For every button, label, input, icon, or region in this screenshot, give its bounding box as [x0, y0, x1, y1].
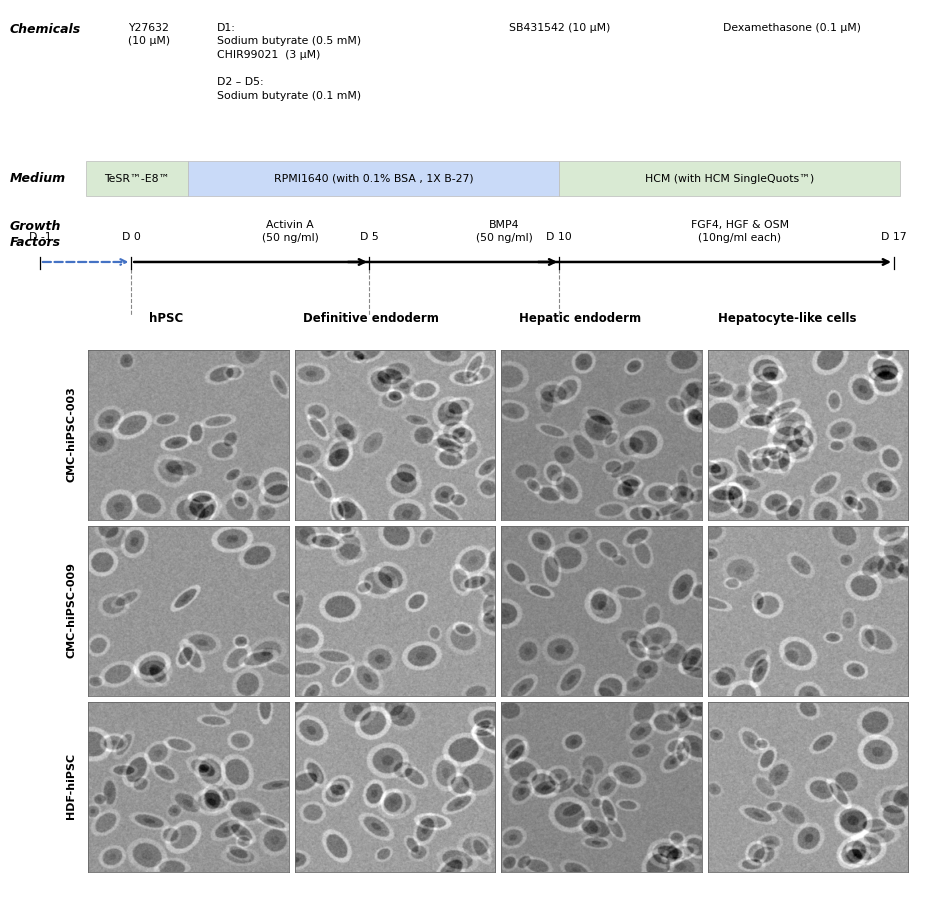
Text: HDF-hiPSC: HDF-hiPSC — [67, 753, 76, 819]
Text: BMP4
(50 ng/ml): BMP4 (50 ng/ml) — [476, 220, 533, 243]
Text: TeSR™-E8™: TeSR™-E8™ — [105, 174, 169, 183]
Text: CMC-hiPSC-009: CMC-hiPSC-009 — [67, 562, 76, 658]
Bar — [86, 161, 188, 196]
Text: Growth
Factors: Growth Factors — [10, 220, 61, 249]
Text: SB431542 (10 μM): SB431542 (10 μM) — [509, 23, 611, 33]
Text: Definitive endoderm: Definitive endoderm — [303, 312, 438, 325]
Text: D1:
Sodium butyrate (0.5 mM)
CHIR99021  (3 μM)

D2 – D5:
Sodium butyrate (0.1 mM: D1: Sodium butyrate (0.5 mM) CHIR99021 (… — [217, 23, 361, 101]
Text: D 10: D 10 — [546, 232, 573, 242]
Text: Chemicals: Chemicals — [10, 23, 81, 36]
Text: Hepatic endoderm: Hepatic endoderm — [519, 312, 641, 325]
Text: Medium: Medium — [10, 172, 66, 185]
Text: CMC-hiPSC-003: CMC-hiPSC-003 — [67, 387, 76, 482]
Text: D 5: D 5 — [359, 232, 378, 242]
Text: Y27632
(10 μM): Y27632 (10 μM) — [128, 23, 170, 47]
Text: Activin A
(50 ng/ml): Activin A (50 ng/ml) — [262, 220, 319, 243]
Text: Dexamethasone (0.1 μM): Dexamethasone (0.1 μM) — [723, 23, 861, 33]
Text: HCM (with HCM SingleQuots™): HCM (with HCM SingleQuots™) — [645, 174, 814, 183]
Text: Hepatocyte-like cells: Hepatocyte-like cells — [718, 312, 857, 325]
Text: RPMI1640 (with 0.1% BSA , 1X B-27): RPMI1640 (with 0.1% BSA , 1X B-27) — [274, 174, 474, 183]
Text: D 17: D 17 — [882, 232, 906, 242]
Bar — [559, 161, 900, 196]
Text: hPSC: hPSC — [149, 312, 184, 325]
Text: D -1: D -1 — [29, 232, 51, 242]
Bar — [188, 161, 559, 196]
Text: D 0: D 0 — [122, 232, 141, 242]
Text: FGF4, HGF & OSM
(10ng/ml each): FGF4, HGF & OSM (10ng/ml each) — [690, 220, 789, 243]
